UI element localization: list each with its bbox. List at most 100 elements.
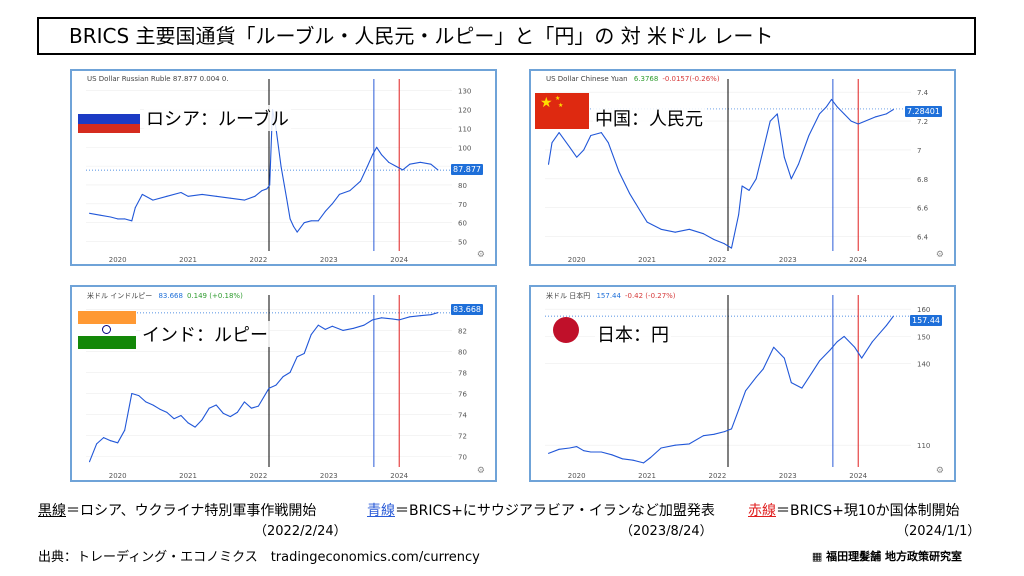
data-point — [830, 98, 832, 100]
data-point — [152, 199, 154, 201]
x-tick-label: 2021 — [179, 472, 197, 480]
y-tick-label: 76 — [458, 390, 467, 398]
data-point — [419, 315, 421, 317]
data-point — [836, 106, 838, 108]
data-point — [138, 395, 140, 397]
date-red-line: （2024/1/1） — [896, 524, 981, 539]
y-tick-label: 110 — [917, 442, 930, 450]
data-point — [755, 376, 757, 378]
data-point — [99, 214, 101, 216]
data-point — [303, 353, 305, 355]
data-point — [371, 154, 373, 156]
y-tick-label: 74 — [458, 411, 467, 419]
y-tick-label: 130 — [458, 88, 471, 96]
y-tick-label: 7.4 — [917, 89, 929, 97]
data-point — [551, 142, 553, 144]
data-point — [381, 154, 383, 156]
y-tick-label: 60 — [458, 220, 467, 228]
data-point — [628, 192, 630, 194]
y-tick-label: 110 — [458, 125, 471, 133]
x-tick-label: 2020 — [109, 256, 127, 264]
data-point — [367, 165, 369, 167]
gear-icon[interactable]: ⚙ — [476, 466, 485, 476]
series-line — [547, 98, 894, 249]
chart-panel-china: US Dollar Chinese Yuan 6.3768 -0.0157(-0.… — [529, 69, 956, 266]
series-line — [548, 315, 894, 464]
x-tick-label: 2024 — [390, 472, 408, 480]
data-point — [723, 431, 725, 433]
data-point — [381, 317, 383, 319]
data-point — [201, 193, 203, 195]
data-point — [548, 163, 550, 165]
data-point — [268, 387, 270, 389]
data-point — [741, 185, 743, 187]
y-tick-label: 100 — [458, 144, 471, 152]
brand-credit: ▦ 福田理髪舗 地方政策研究室 — [811, 550, 962, 563]
data-point — [159, 408, 161, 410]
x-tick-label: 2022 — [250, 256, 268, 264]
chart-panel-india: 米ドル インドルピー 83.668 0.149 (+0.18%) 70 72 74 76… — [70, 285, 497, 482]
x-tick-label: 2022 — [709, 472, 727, 480]
data-point — [402, 169, 404, 171]
data-point — [790, 382, 792, 384]
data-point — [180, 192, 182, 194]
data-point — [110, 440, 112, 442]
data-point — [713, 433, 715, 435]
data-point — [892, 109, 894, 111]
gear-icon[interactable]: ⚙ — [935, 466, 944, 476]
data-point — [790, 178, 792, 180]
data-point — [331, 325, 333, 327]
x-tick-label: 2024 — [390, 256, 408, 264]
data-point — [783, 156, 785, 158]
data-point — [110, 216, 112, 218]
data-point — [430, 314, 432, 316]
x-tick-label: 2020 — [568, 472, 586, 480]
data-point — [583, 149, 585, 151]
data-point — [215, 404, 217, 406]
data-point — [360, 180, 361, 182]
source-credit: 出典：トレーディング・エコノミクス tradingeconomics.com/c… — [38, 550, 480, 565]
data-point — [280, 165, 282, 167]
data-point — [558, 132, 560, 134]
series-line — [88, 312, 439, 462]
chart-header: 米ドル インドルピー 83.668 0.149 (+0.18%) — [87, 292, 243, 300]
data-point — [621, 458, 623, 460]
data-point — [201, 419, 203, 421]
data-point — [371, 319, 373, 321]
data-point — [352, 327, 354, 329]
data-point — [558, 448, 560, 450]
y-tick-label: 150 — [917, 333, 930, 341]
x-tick-label: 2023 — [320, 256, 338, 264]
series-line — [89, 108, 439, 233]
gear-icon[interactable]: ⚙ — [935, 250, 944, 260]
data-point — [776, 113, 778, 115]
note-red-line: 赤線＝BRICS+現10か国体制開始 — [748, 503, 960, 519]
data-point — [152, 404, 154, 406]
data-point — [324, 210, 326, 212]
data-point — [215, 195, 217, 197]
date-black-line: （2022/2/24） — [254, 524, 347, 539]
data-point — [243, 199, 245, 201]
currency-label: ロシア：ルーブル — [144, 105, 291, 131]
y-tick-label: 6.6 — [917, 205, 929, 213]
data-point — [875, 116, 877, 118]
gear-icon[interactable]: ⚙ — [476, 250, 485, 260]
data-point — [607, 142, 609, 144]
data-point — [618, 171, 620, 173]
data-point — [296, 356, 298, 358]
data-point — [861, 357, 863, 359]
yuan-chart: 6.4 6.6 6.8 7 7.2 7.4 2020 2021 2022 2023 2024 — [545, 79, 929, 264]
y-tick-label: 80 — [458, 348, 467, 356]
data-point — [289, 371, 291, 373]
chart-header: US Dollar Chinese Yuan 6.3768 -0.0157(-0.… — [546, 75, 720, 83]
data-point — [187, 195, 189, 197]
data-point — [674, 444, 676, 446]
data-point — [738, 409, 740, 411]
y-tick-label: 6.4 — [917, 234, 929, 242]
data-point — [331, 203, 333, 205]
data-point — [783, 357, 785, 359]
data-point — [398, 319, 400, 321]
data-point — [731, 247, 733, 249]
y-tick-label: 140 — [917, 361, 930, 369]
data-point — [590, 451, 592, 453]
